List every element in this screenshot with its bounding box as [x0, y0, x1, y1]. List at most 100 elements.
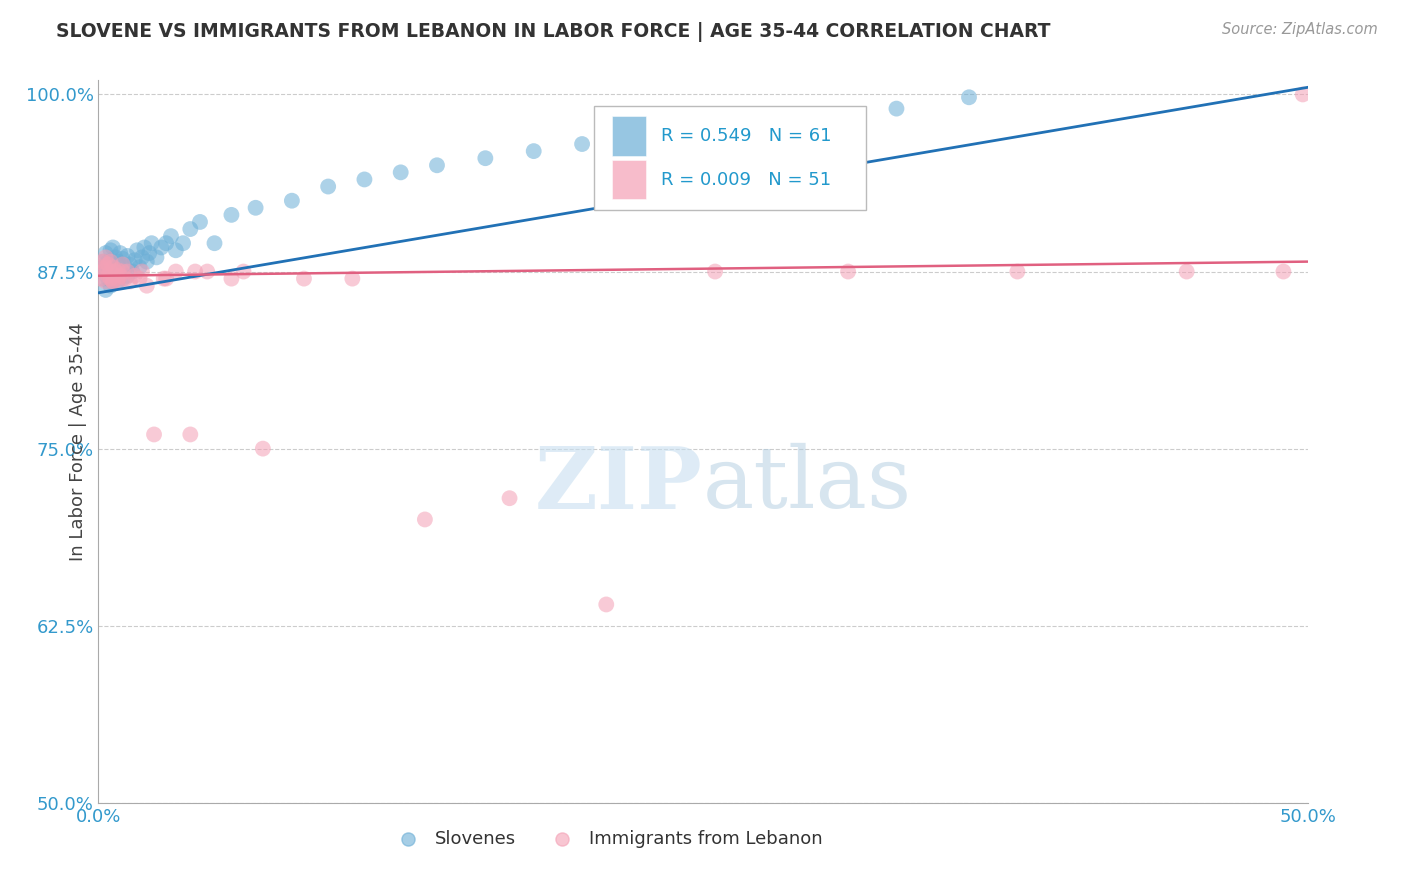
Point [94, 246, 117, 260]
Point [101, 275, 124, 289]
Point [152, 271, 174, 285]
Point [94, 260, 117, 275]
Point [141, 236, 163, 251]
Point [143, 427, 166, 442]
Point [94, 283, 117, 297]
Point [128, 271, 150, 285]
Point [221, 271, 243, 285]
Point [245, 201, 267, 215]
Point [124, 253, 146, 268]
Point [571, 136, 593, 151]
Point [292, 271, 315, 285]
Point [97, 268, 120, 283]
Point [101, 257, 124, 271]
Point [108, 268, 131, 283]
Bar [613, 117, 647, 156]
Point [100, 260, 122, 275]
Point [145, 251, 167, 265]
Point [1175, 264, 1198, 278]
Point [184, 264, 207, 278]
Point [135, 278, 157, 293]
Point [118, 257, 141, 271]
Point [498, 491, 520, 506]
Point [114, 271, 136, 285]
Point [474, 151, 496, 165]
Legend: Slovenes, Immigrants from Lebanon: Slovenes, Immigrants from Lebanon [382, 822, 830, 855]
Point [353, 172, 375, 186]
Point [91, 264, 114, 278]
Point [97, 271, 120, 285]
Point [101, 275, 124, 289]
Point [135, 254, 157, 268]
Point [195, 264, 218, 278]
Point [252, 442, 274, 456]
Point [165, 264, 187, 278]
Point [957, 90, 980, 104]
Point [138, 246, 160, 260]
Text: ZIP: ZIP [536, 443, 703, 527]
Point [91, 254, 114, 268]
Text: Source: ZipAtlas.com: Source: ZipAtlas.com [1222, 22, 1378, 37]
Point [886, 102, 908, 116]
Point [124, 268, 146, 283]
Point [117, 268, 139, 283]
Point [101, 240, 124, 254]
Point [104, 268, 127, 283]
Point [91, 254, 114, 268]
Point [111, 252, 134, 266]
Point [837, 116, 859, 130]
Point [172, 236, 194, 251]
Text: atlas: atlas [703, 443, 912, 526]
Point [281, 194, 304, 208]
Text: SLOVENE VS IMMIGRANTS FROM LEBANON IN LABOR FORCE | AGE 35-44 CORRELATION CHART: SLOVENE VS IMMIGRANTS FROM LEBANON IN LA… [56, 22, 1050, 42]
Point [127, 244, 149, 258]
FancyBboxPatch shape [595, 105, 866, 211]
Point [107, 263, 129, 277]
Point [131, 264, 153, 278]
Point [704, 264, 727, 278]
Point [107, 275, 129, 289]
Point [837, 264, 859, 278]
Point [179, 427, 201, 442]
Point [100, 278, 122, 293]
Point [101, 260, 124, 275]
Point [107, 264, 129, 278]
Point [107, 254, 129, 268]
Point [1007, 264, 1029, 278]
Y-axis label: In Labor Force | Age 35-44: In Labor Force | Age 35-44 [69, 322, 87, 561]
Point [90, 271, 112, 285]
Point [221, 208, 243, 222]
Point [316, 179, 339, 194]
Point [104, 264, 127, 278]
Point [128, 260, 150, 275]
Point [100, 244, 122, 258]
Point [134, 240, 156, 254]
Point [104, 251, 127, 265]
Point [232, 264, 254, 278]
Point [117, 249, 139, 263]
Point [111, 271, 134, 285]
Point [100, 271, 122, 285]
Text: R = 0.009   N = 51: R = 0.009 N = 51 [661, 170, 831, 188]
Point [188, 215, 211, 229]
Point [121, 264, 143, 278]
Point [114, 260, 136, 275]
Point [117, 264, 139, 278]
Point [595, 598, 617, 612]
Point [108, 246, 131, 260]
Point [619, 136, 641, 151]
Point [104, 268, 127, 283]
Point [426, 158, 449, 172]
Point [523, 144, 546, 158]
Point [179, 222, 201, 236]
Point [107, 275, 129, 289]
Point [150, 240, 173, 254]
Point [692, 130, 714, 145]
Point [1272, 264, 1295, 278]
Point [118, 275, 141, 289]
Point [90, 260, 112, 275]
Point [91, 271, 114, 285]
Point [101, 275, 124, 289]
Point [94, 264, 117, 278]
Point [108, 263, 131, 277]
